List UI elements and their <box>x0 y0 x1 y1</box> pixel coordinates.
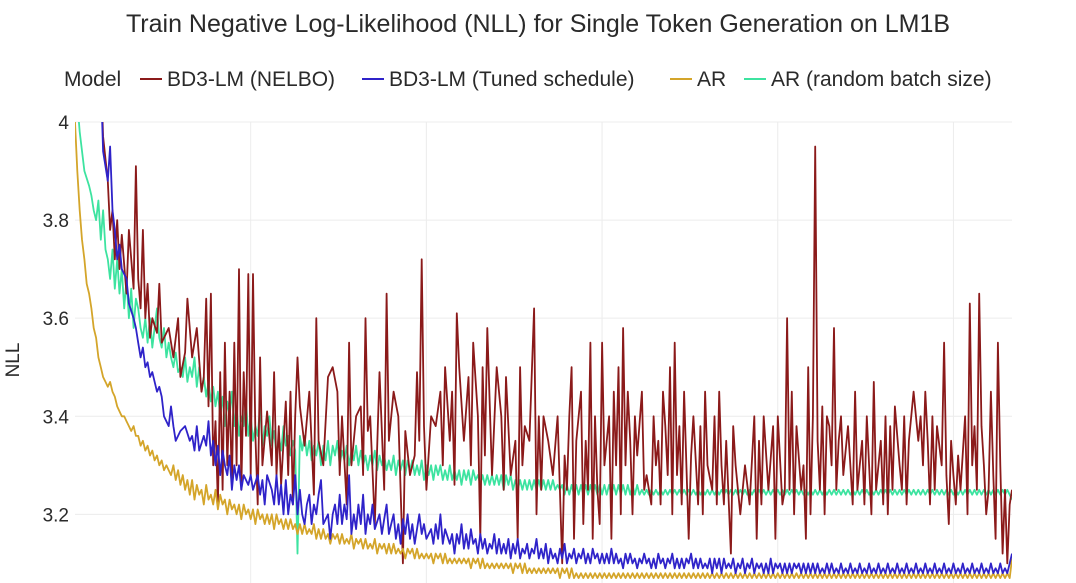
legend-label[interactable]: AR (random batch size) <box>771 68 992 91</box>
y-tick-label: 4 <box>58 113 69 134</box>
series-line-bd3-lm-tuned-schedule <box>101 122 1012 575</box>
legend-label[interactable]: AR <box>697 68 726 91</box>
y-tick-label: 3.8 <box>43 211 69 232</box>
chart-title: Train Negative Log-Likelihood (NLL) for … <box>126 10 950 38</box>
y-tick-label: 3.4 <box>43 407 70 428</box>
legend-title: Model <box>64 68 121 91</box>
legend-label[interactable]: BD3-LM (Tuned schedule) <box>389 68 635 91</box>
series-line-ar <box>75 122 1012 579</box>
legend-label[interactable]: BD3-LM (NELBO) <box>167 68 335 91</box>
y-axis-ticks: 4 3.8 3.6 3.4 3.2 <box>43 113 70 526</box>
plot-area <box>75 122 1012 579</box>
legend: Model BD3-LM (NELBO) BD3-LM (Tuned schedu… <box>64 68 992 91</box>
y-axis-title: NLL <box>3 343 24 378</box>
y-tick-label: 3.6 <box>43 309 69 330</box>
y-tick-label: 3.2 <box>43 505 69 526</box>
